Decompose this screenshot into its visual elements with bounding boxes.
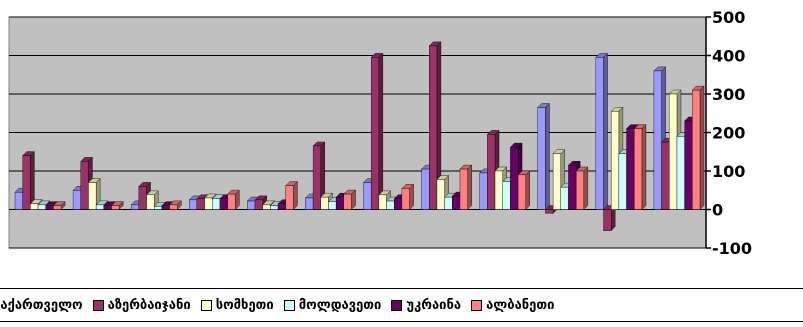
bar xyxy=(459,164,473,210)
bar xyxy=(537,102,550,210)
bar xyxy=(22,151,35,210)
bar-chart: 500 400 300 200 100 0 -100 xyxy=(8,8,752,258)
y-tick-label: 400 xyxy=(712,47,745,66)
gridlines xyxy=(9,16,706,249)
legend-item: სომხეთი xyxy=(200,297,274,313)
legend-label: სომხეთი xyxy=(215,297,274,313)
bar xyxy=(517,170,531,210)
bar xyxy=(428,41,442,210)
bar xyxy=(343,189,356,210)
legend: საქართველო აზერბაიჯანი სომხეთი მოლდავეთი უკრ… xyxy=(0,288,803,322)
legend-label: უკრაინა xyxy=(406,297,462,313)
bar xyxy=(227,189,240,210)
y-tick-label: 200 xyxy=(712,124,745,143)
legend-label: საქართველო xyxy=(0,297,83,313)
bar xyxy=(401,183,415,210)
legend-swatch xyxy=(391,299,403,311)
bar xyxy=(633,124,647,210)
bar xyxy=(575,166,589,210)
bar xyxy=(52,201,66,210)
legend-swatch xyxy=(92,299,104,311)
legend-item: უკრაინა xyxy=(391,298,461,313)
legend-swatch xyxy=(200,299,212,311)
legend-swatch xyxy=(471,299,483,311)
legend-label: ალბანეთი xyxy=(486,297,555,313)
y-tick-label: 500 xyxy=(712,8,745,27)
legend-item: ალბანეთი xyxy=(471,297,555,313)
y-tick-label: -100 xyxy=(712,239,752,258)
bar xyxy=(312,141,326,210)
legend-label: აზერბაიჯანი xyxy=(107,297,191,313)
y-axis: 500 400 300 200 100 0 -100 xyxy=(705,8,752,258)
bar xyxy=(603,205,616,232)
y-tick-label: 100 xyxy=(712,162,745,181)
bar xyxy=(595,52,608,210)
bar xyxy=(111,201,124,210)
legend-item: საქართველო xyxy=(0,298,83,313)
bar xyxy=(370,52,384,210)
y-tick-label: 300 xyxy=(712,85,745,104)
legend-swatch xyxy=(283,299,295,311)
legend-label: მოლდავეთი xyxy=(298,297,382,313)
y-tick-label: 0 xyxy=(712,201,723,220)
bar xyxy=(285,181,298,210)
bar xyxy=(169,200,182,210)
legend-item: მოლდავეთი xyxy=(283,297,382,313)
legend-item: აზერბაიჯანი xyxy=(92,297,191,313)
bar xyxy=(691,85,705,210)
bar-series xyxy=(14,41,705,232)
